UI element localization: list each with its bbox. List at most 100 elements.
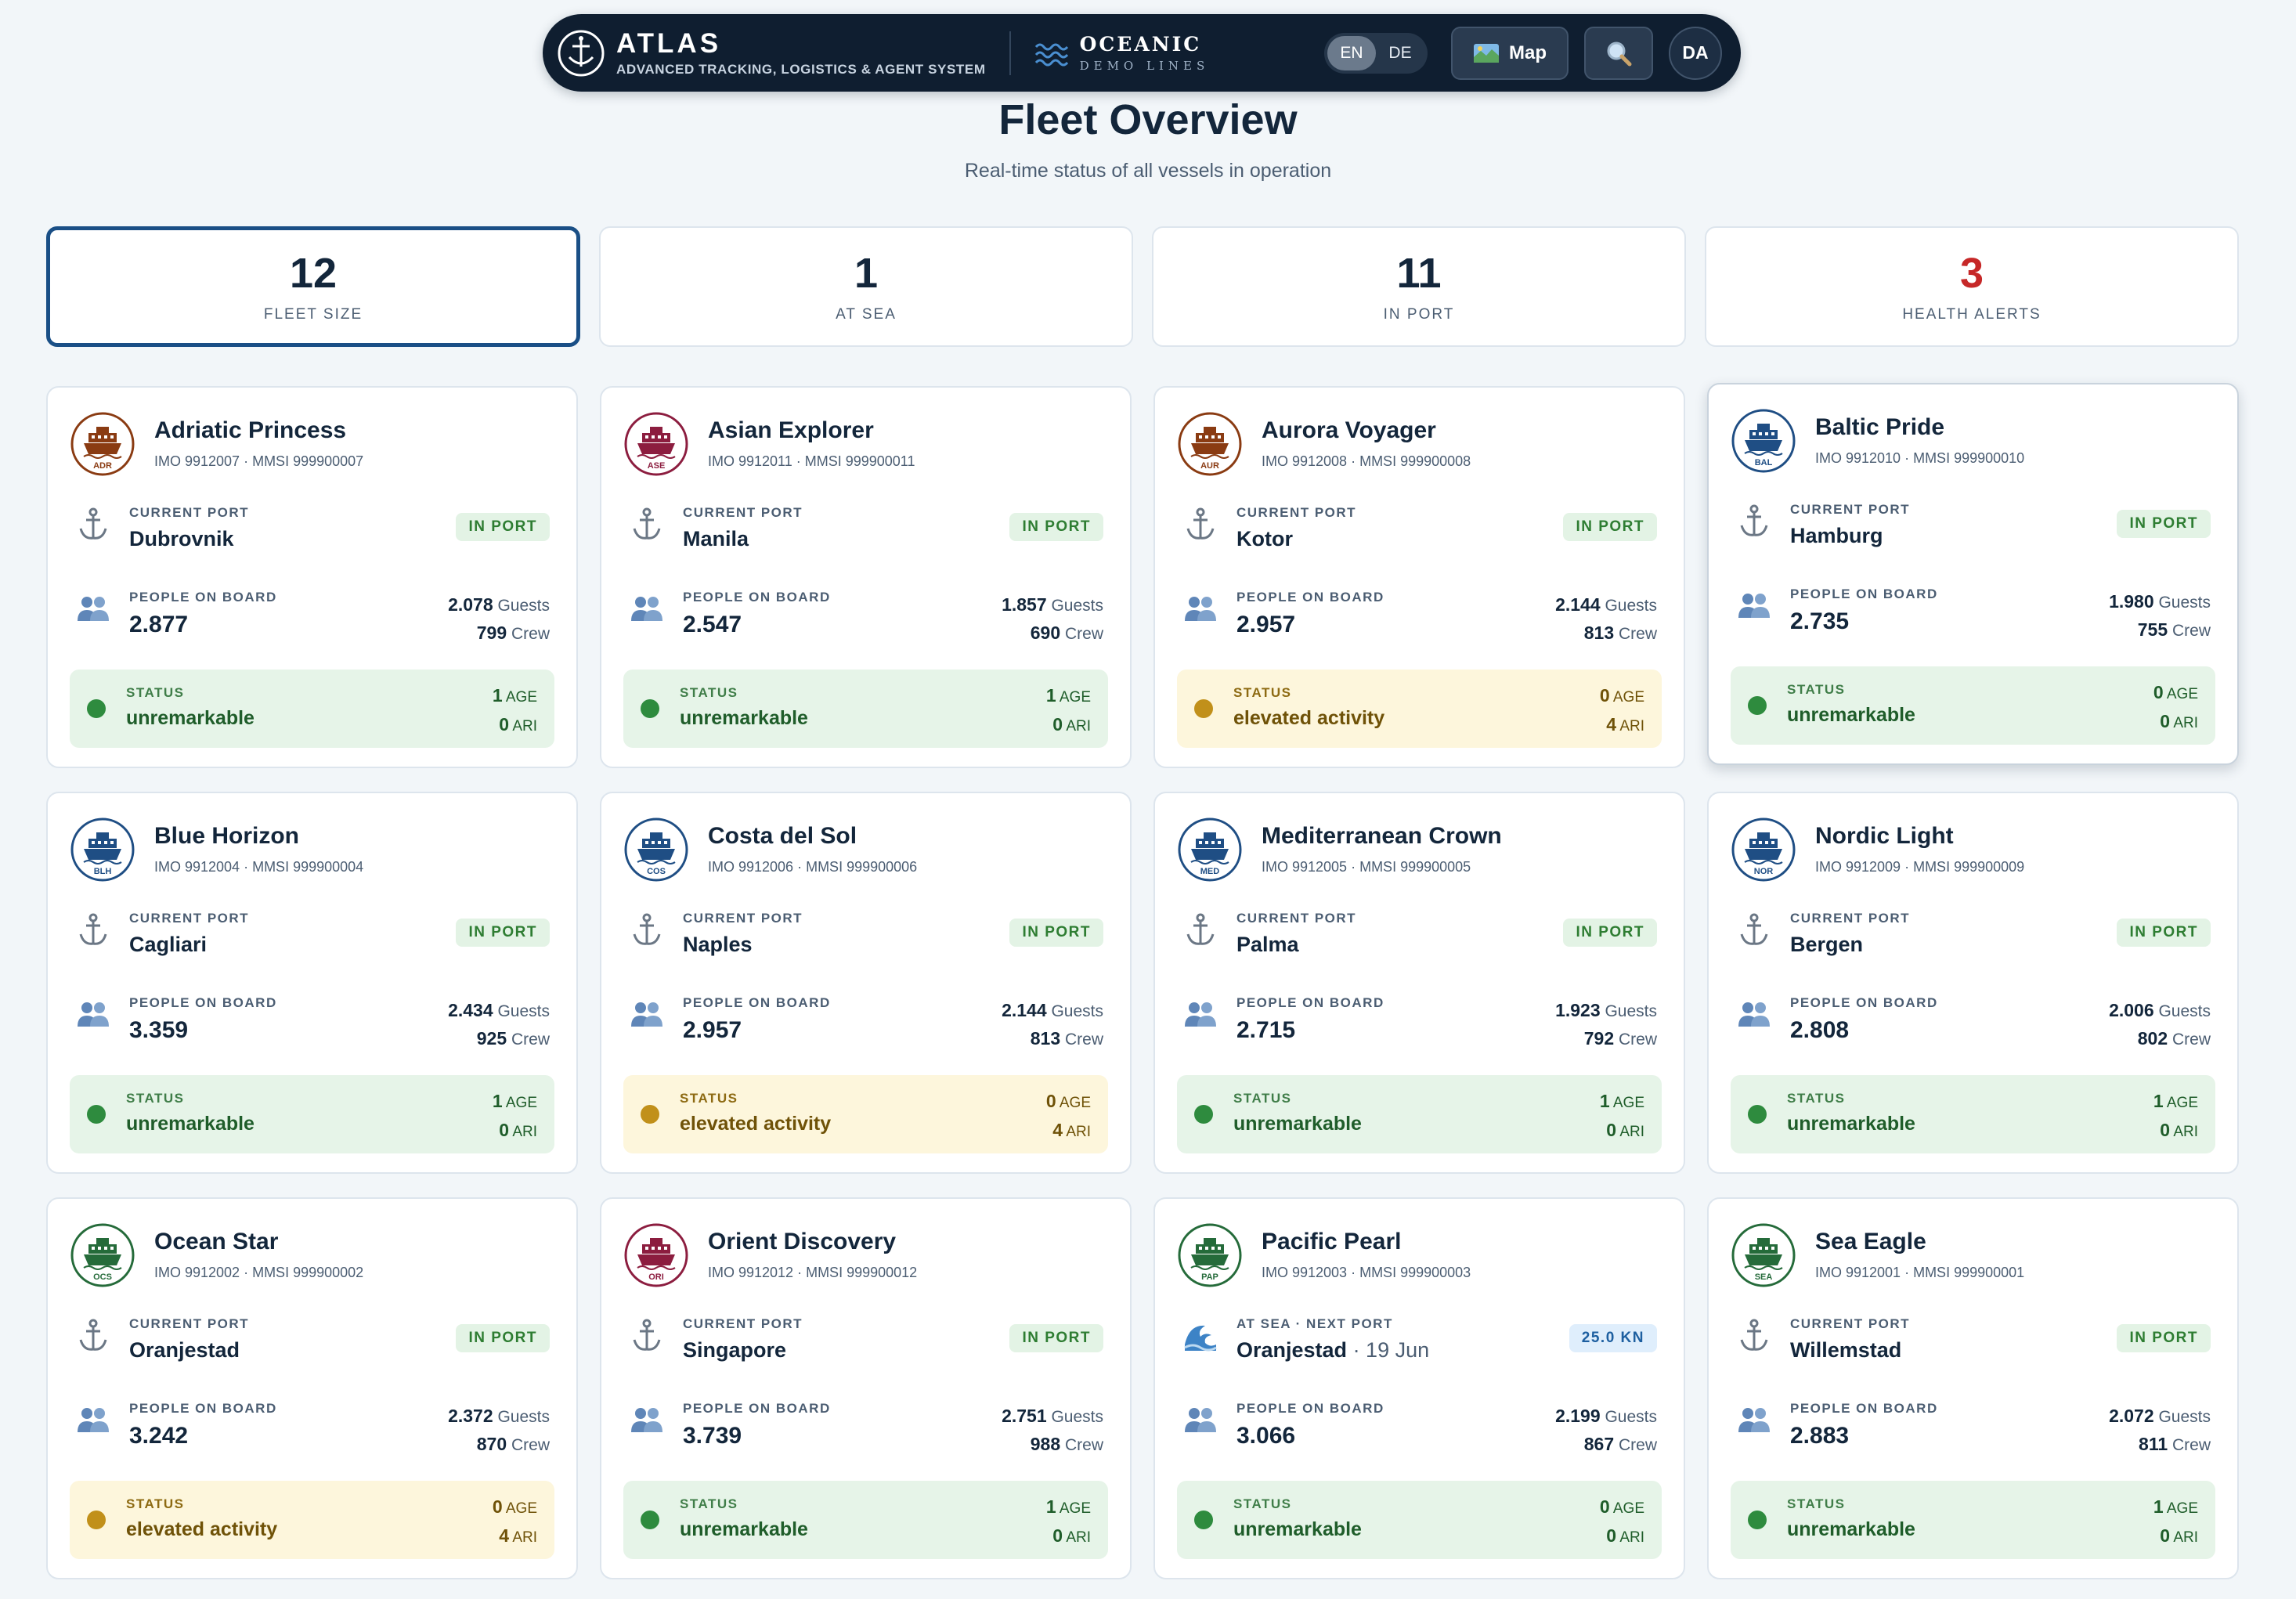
top-navigation-bar: ATLAS ADVANCED TRACKING, LOGISTICS & AGE… <box>543 14 1741 92</box>
in-port-badge: IN PORT <box>1009 919 1103 947</box>
svg-text:PAP: PAP <box>1201 1272 1218 1282</box>
search-icon <box>1607 42 1632 66</box>
status-panel: STATUS unremarkable 1 AGE 0 ARI <box>70 670 554 748</box>
crew-count: 813 <box>1030 1028 1061 1049</box>
port-value: Palma <box>1236 933 1299 957</box>
anchor-icon <box>1735 502 1773 540</box>
guests-label: Guests <box>2158 594 2211 612</box>
ari-label: ARI <box>1066 1529 1091 1546</box>
partner-name: OCEANIC <box>1079 32 1202 56</box>
vessel-card-pacific-pearl[interactable]: PAP Pacific Pearl IMO 9912003 · MMSI 99990… <box>1153 1197 1685 1579</box>
waves-icon <box>1034 43 1068 66</box>
vessel-card-costa-del-sol[interactable]: COS Costa del Sol IMO 9912006 · MMSI 99990… <box>600 792 1132 1174</box>
vessel-card-blue-horizon[interactable]: BLH Blue Horizon IMO 9912004 · MMSI 999900… <box>46 792 578 1174</box>
status-panel: STATUS unremarkable 1 AGE 0 ARI <box>70 1075 554 1153</box>
ari-label: ARI <box>1619 718 1644 735</box>
status-value: unremarkable <box>1787 1518 1915 1540</box>
crew-count: 925 <box>476 1028 507 1049</box>
stat-value: 12 <box>289 250 338 297</box>
vessel-card-aurora-voyager[interactable]: AUR Aurora Voyager IMO 9912008 · MMSI 9999… <box>1153 386 1685 768</box>
vessel-card-ocean-star[interactable]: OCS Ocean Star IMO 9912002 · MMSI 99990000… <box>46 1197 578 1579</box>
status-label: STATUS <box>680 685 738 700</box>
port-name: Singapore <box>683 1338 787 1362</box>
guests-count: 1.857 <box>1002 594 1047 615</box>
status-label: STATUS <box>1233 1496 1292 1511</box>
port-label: CURRENT PORT <box>129 911 250 926</box>
stat-in-port[interactable]: 11 IN PORT <box>1152 226 1686 347</box>
guests-count: 2.372 <box>448 1406 493 1426</box>
guests-count: 1.923 <box>1555 1000 1601 1020</box>
anchor-icon <box>74 911 112 948</box>
people-breakdown: 2.372 Guests 870 Crew <box>448 1402 550 1459</box>
vessel-name: Pacific Pearl <box>1262 1229 1402 1254</box>
age-count: 1 <box>1599 1091 1610 1111</box>
age-label: AGE <box>2166 1500 2198 1517</box>
vessel-card-baltic-pride[interactable]: BAL Baltic Pride IMO 9912010 · MMSI 999900… <box>1707 383 2239 765</box>
map-button-label: Map <box>1509 42 1547 63</box>
stat-value: 1 <box>854 250 879 297</box>
stat-at-sea[interactable]: 1 AT SEA <box>599 226 1133 347</box>
map-button[interactable]: Map <box>1451 26 1569 80</box>
age-label: AGE <box>1059 689 1091 706</box>
stat-label: HEALTH ALERTS <box>1902 306 2041 323</box>
guests-label: Guests <box>1605 597 1657 615</box>
user-avatar[interactable]: DA <box>1669 26 1722 80</box>
vessel-name: Blue Horizon <box>154 823 299 849</box>
status-dot-icon <box>87 1105 106 1124</box>
port-name: Manila <box>683 527 749 550</box>
vessel-card-adriatic-princess[interactable]: ADR Adriatic Princess IMO 9912007 · MMSI 9… <box>46 386 578 768</box>
port-label: CURRENT PORT <box>683 911 803 926</box>
anchor-icon <box>1735 911 1773 948</box>
status-panel: STATUS unremarkable 1 AGE 0 ARI <box>623 1481 1108 1559</box>
in-port-badge: IN PORT <box>456 513 550 541</box>
ship-emblem-icon: AUR <box>1177 411 1243 477</box>
vessel-card-sea-eagle[interactable]: SEA Sea Eagle IMO 9912001 · MMSI 999900001… <box>1707 1197 2239 1579</box>
crew-label: Crew <box>1064 1031 1103 1049</box>
age-label: AGE <box>1612 689 1644 706</box>
age-count: 1 <box>2153 1091 2164 1111</box>
crew-count: 690 <box>1030 623 1061 643</box>
guests-count: 2.072 <box>2109 1406 2154 1426</box>
crew-label: Crew <box>2171 622 2211 640</box>
port-value: Cagliari <box>129 933 207 957</box>
alert-counts: 1 AGE 0 ARI <box>1600 1088 1644 1146</box>
status-label: STATUS <box>1233 685 1292 700</box>
alert-counts: 0 AGE 0 ARI <box>1600 1493 1644 1551</box>
guests-count: 2.751 <box>1002 1406 1047 1426</box>
lang-de-button[interactable]: DE <box>1388 43 1412 62</box>
anchor-icon <box>1182 505 1219 543</box>
vessel-card-asian-explorer[interactable]: ASE Asian Explorer IMO 9912011 · MMSI 9999… <box>600 386 1132 768</box>
crew-count: 988 <box>1030 1434 1061 1454</box>
vessel-name: Costa del Sol <box>708 823 857 849</box>
status-value: elevated activity <box>1233 707 1385 729</box>
stat-health-alerts[interactable]: 3 HEALTH ALERTS <box>1705 226 2239 347</box>
people-label: PEOPLE ON BOARD <box>1790 995 1938 1010</box>
port-label: CURRENT PORT <box>129 1316 250 1331</box>
vessel-card-orient-discovery[interactable]: ORI Orient Discovery IMO 9912012 · MMSI 99… <box>600 1197 1132 1579</box>
age-count: 0 <box>1045 1091 1056 1111</box>
anchor-icon <box>628 911 666 948</box>
crew-label: Crew <box>511 1436 550 1454</box>
status-panel: STATUS elevated activity 0 AGE 4 ARI <box>1177 670 1662 748</box>
port-label: CURRENT PORT <box>1236 505 1357 520</box>
lang-en-button[interactable]: EN <box>1327 35 1376 70</box>
guests-count: 2.144 <box>1002 1000 1047 1020</box>
status-panel: STATUS unremarkable 0 AGE 0 ARI <box>1731 666 2215 745</box>
stat-fleet-size[interactable]: 12 FLEET SIZE <box>46 226 580 347</box>
in-port-badge: IN PORT <box>1563 919 1657 947</box>
partner-tagline: DEMO LINES <box>1079 58 1210 73</box>
vessel-name: Mediterranean Crown <box>1262 823 1502 849</box>
people-breakdown: 2.751 Guests 988 Crew <box>1002 1402 1103 1459</box>
age-label: AGE <box>1059 1500 1091 1517</box>
vessel-card-nordic-light[interactable]: NOR Nordic Light IMO 9912009 · MMSI 999900… <box>1707 792 2239 1174</box>
ari-count: 4 <box>1606 714 1617 735</box>
port-name: Palma <box>1236 933 1299 956</box>
vessel-card-mediterranean-crown[interactable]: MED Mediterranean Crown IMO 9912005 · MMSI… <box>1153 792 1685 1174</box>
search-button[interactable] <box>1584 26 1653 80</box>
people-icon <box>628 995 666 1033</box>
age-label: AGE <box>1612 1500 1644 1517</box>
alert-counts: 0 AGE 0 ARI <box>2153 679 2198 737</box>
status-value: unremarkable <box>1233 1113 1362 1135</box>
compass-anchor-logo-icon <box>558 30 605 76</box>
status-value: elevated activity <box>126 1518 278 1540</box>
